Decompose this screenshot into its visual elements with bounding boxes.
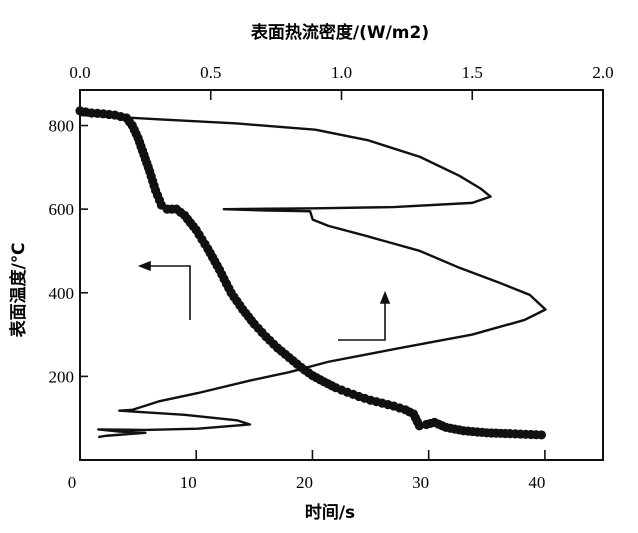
x-tick-label: 10 (180, 473, 197, 492)
left-axis-title: 表面温度/℃ (8, 243, 29, 338)
heat-flux-line (79, 113, 547, 439)
x2-tick-label: 0.5 (200, 63, 221, 82)
x-tick-label: 40 (528, 473, 545, 492)
plot-frame (79, 89, 604, 461)
x-tick-label: 20 (296, 473, 313, 492)
x-tick-label: 0 (68, 473, 77, 492)
y-tick-label: 800 (49, 117, 75, 136)
arrow-to-left-axis (137, 260, 191, 320)
temperature-point (536, 430, 547, 440)
top-axis-title: 表面热流密度/(W/m2) (251, 22, 429, 43)
x2-tick-label: 2.0 (592, 63, 613, 82)
y-tick-label: 600 (49, 200, 75, 219)
y-tick-label: 200 (49, 367, 75, 386)
bottom-axis-title: 时间/s (305, 502, 355, 523)
x2-tick-label: 1.0 (331, 63, 352, 82)
arrow-to-top-axis (338, 290, 391, 341)
temperature-point (414, 421, 424, 431)
y-tick-label: 400 (49, 284, 75, 303)
x2-tick-label: 0.0 (69, 63, 90, 82)
x2-tick-label: 1.5 (462, 63, 483, 82)
x-tick-label: 30 (412, 473, 429, 492)
